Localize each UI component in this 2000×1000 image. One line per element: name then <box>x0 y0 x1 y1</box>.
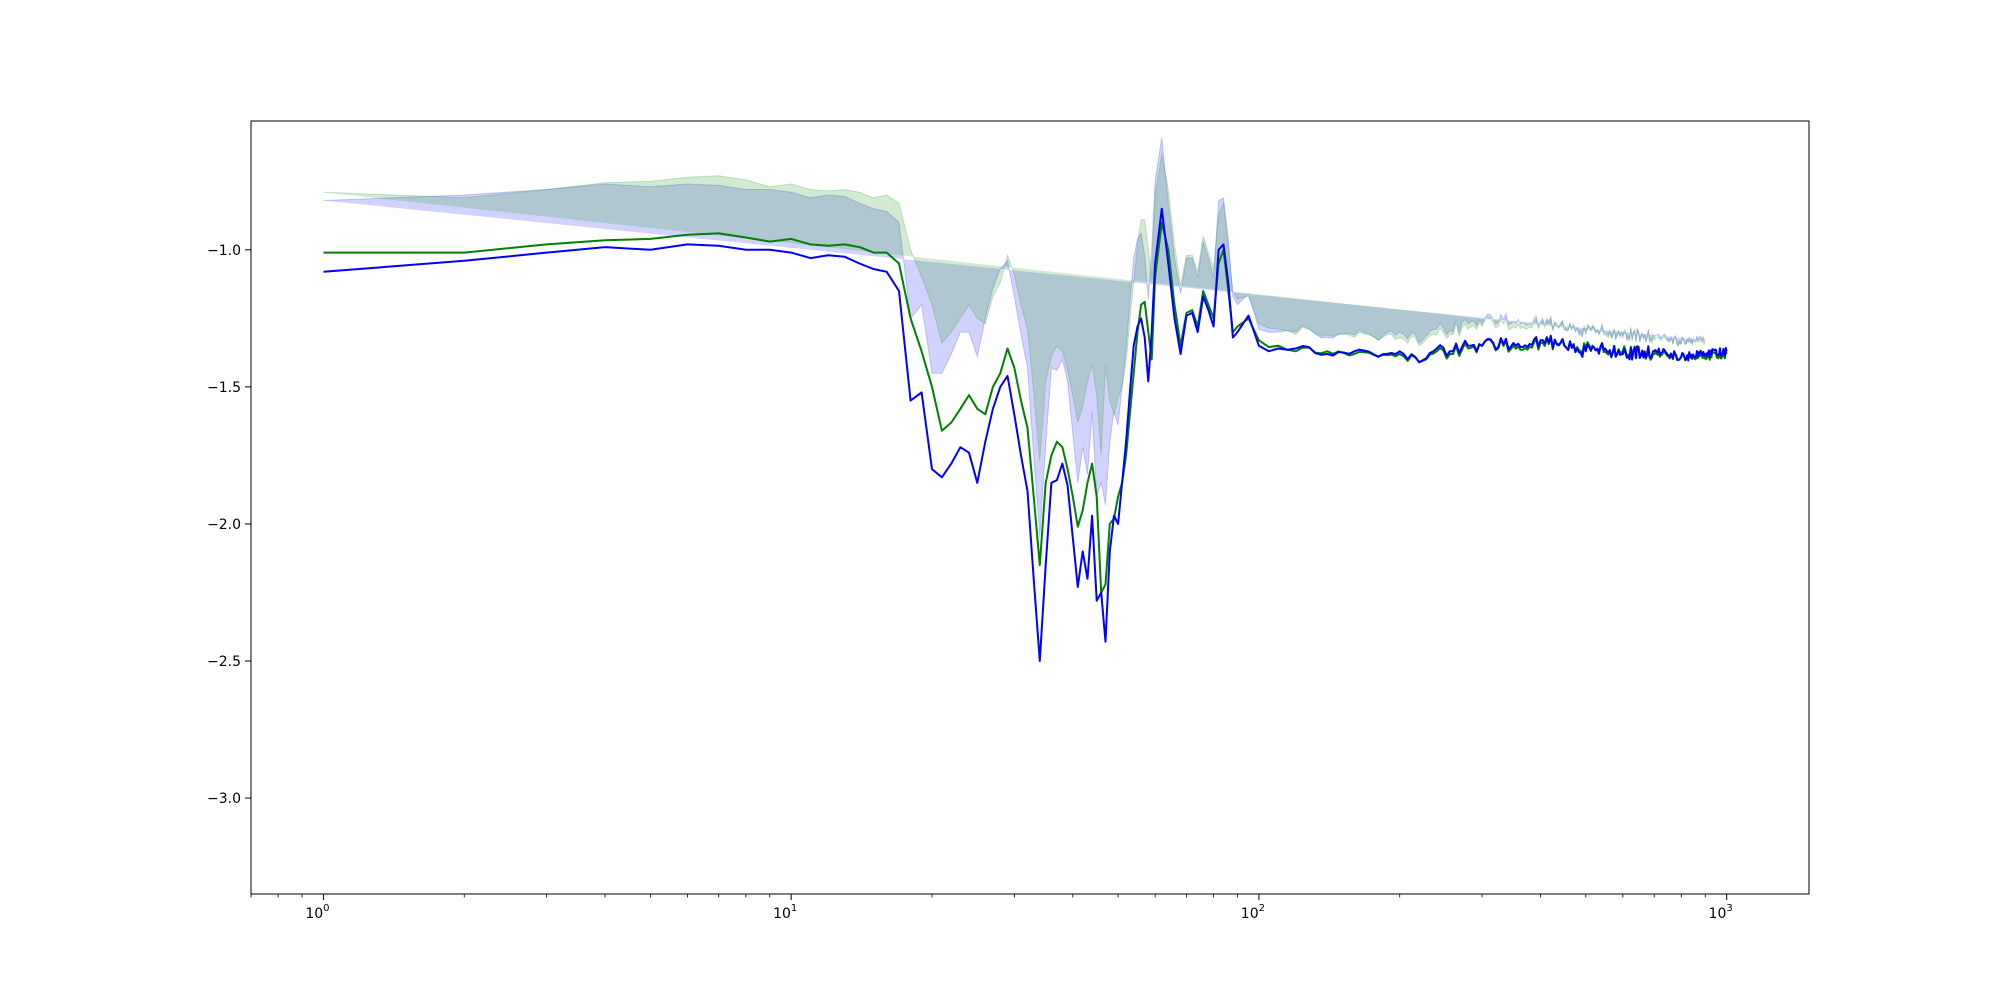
x-tick-base: 10 <box>1241 906 1259 922</box>
line-series-2 <box>323 207 1728 662</box>
y-tick-label: −1.5 <box>207 380 241 396</box>
x-tick-label: 101 <box>773 903 797 922</box>
x-tick-label: 100 <box>305 903 329 922</box>
band-series-1 <box>323 153 1706 461</box>
y-tick-label: −3.0 <box>207 791 241 807</box>
x-tick-exponent: 0 <box>323 903 329 914</box>
x-axis: 100 101 102 103 <box>250 894 1733 922</box>
y-tick-label: −2.5 <box>207 654 241 670</box>
x-tick-label: 103 <box>1709 903 1733 922</box>
band-series-2 <box>323 137 1706 538</box>
x-tick-exponent: 3 <box>1726 903 1732 914</box>
series-lines <box>323 207 1728 662</box>
x-tick-exponent: 1 <box>791 903 797 914</box>
x-tick-exponent: 2 <box>1259 903 1265 914</box>
plot-frame <box>250 120 1810 895</box>
y-tick-label: −1.0 <box>207 243 241 259</box>
x-tick-base: 10 <box>1709 906 1727 922</box>
y-axis: −1.0 −1.5 −2.0 −2.5 −3.0 <box>207 243 251 807</box>
confidence-bands <box>323 137 1706 538</box>
x-tick-base: 10 <box>305 906 323 922</box>
y-tick-label: −2.0 <box>207 517 241 533</box>
x-tick-label: 102 <box>1241 903 1265 922</box>
x-tick-base: 10 <box>773 906 791 922</box>
